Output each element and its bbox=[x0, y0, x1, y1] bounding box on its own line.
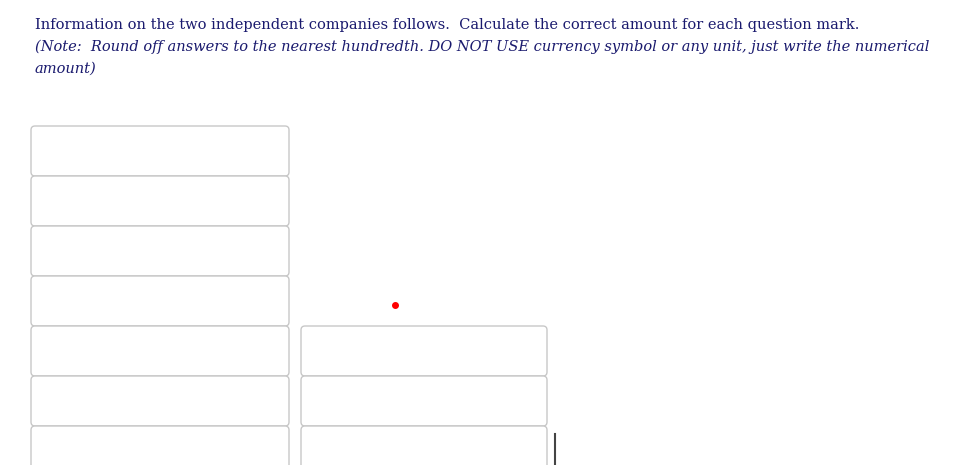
FancyBboxPatch shape bbox=[30, 326, 289, 376]
Text: amount): amount) bbox=[35, 62, 96, 76]
Text: Information on the two independent companies follows.  Calculate the correct amo: Information on the two independent compa… bbox=[35, 18, 859, 32]
FancyBboxPatch shape bbox=[30, 276, 289, 326]
FancyBboxPatch shape bbox=[30, 226, 289, 276]
FancyBboxPatch shape bbox=[301, 426, 546, 465]
FancyBboxPatch shape bbox=[301, 376, 546, 426]
FancyBboxPatch shape bbox=[30, 376, 289, 426]
FancyBboxPatch shape bbox=[30, 176, 289, 226]
FancyBboxPatch shape bbox=[30, 426, 289, 465]
FancyBboxPatch shape bbox=[30, 126, 289, 176]
Text: (Note:  Round off answers to the nearest hundredth. DO NOT USE currency symbol o: (Note: Round off answers to the nearest … bbox=[35, 40, 928, 54]
FancyBboxPatch shape bbox=[301, 326, 546, 376]
